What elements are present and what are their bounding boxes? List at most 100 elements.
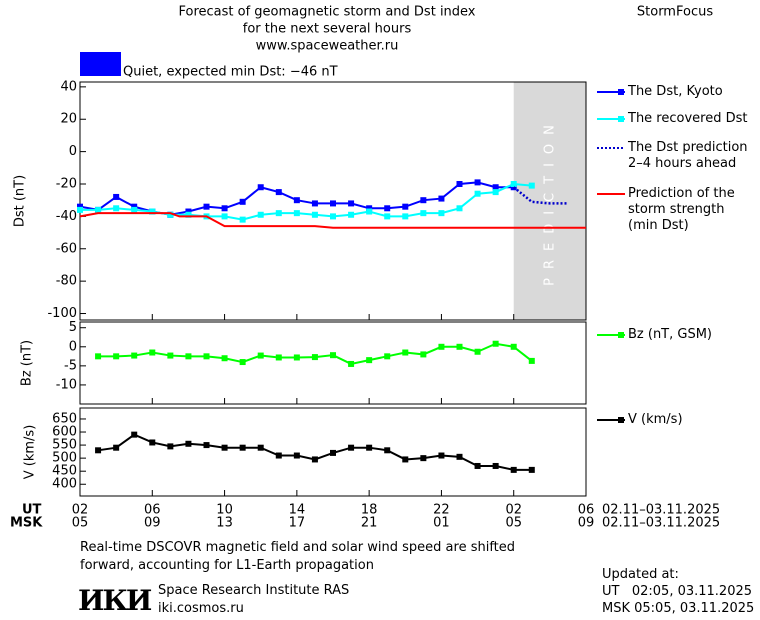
marker	[131, 206, 138, 213]
marker	[131, 352, 138, 359]
marker	[311, 211, 318, 218]
prediction-label: PREDICTION	[542, 116, 557, 286]
panel-frame	[79, 81, 587, 321]
marker	[221, 213, 228, 220]
marker	[474, 190, 481, 197]
x-tick-label-msk: 05	[72, 516, 89, 531]
y-tick-label: 450	[52, 464, 77, 479]
marker	[420, 455, 427, 462]
legend-marker	[618, 89, 624, 95]
marker	[203, 442, 210, 449]
y-axis-title: Dst (nT)	[13, 175, 28, 227]
y-tick-label: -5	[64, 358, 77, 373]
x-tick-label: 06	[144, 503, 161, 518]
marker	[438, 343, 445, 350]
site: iki.cosmos.ru	[158, 601, 244, 616]
marker	[438, 195, 445, 202]
y-tick-label: -40	[56, 209, 77, 224]
marker	[311, 456, 318, 463]
legend-marker	[618, 116, 624, 122]
title-line: for the next several hours	[243, 22, 412, 37]
x-tick-label-msk: 05	[505, 516, 522, 531]
legend-label: Bz (nT, GSM)	[628, 327, 713, 342]
marker	[185, 211, 192, 218]
marker	[492, 189, 499, 196]
marker	[95, 353, 102, 360]
marker	[492, 184, 499, 191]
marker	[384, 353, 391, 360]
marker	[311, 200, 318, 207]
legend-label: The Dst prediction 2–4 hours ahead	[628, 140, 748, 171]
marker	[402, 213, 409, 220]
marker	[330, 352, 336, 359]
marker	[510, 343, 517, 350]
y-tick-label: 550	[52, 438, 77, 453]
ut-range: 02.11–03.11.2025	[602, 503, 720, 518]
marker	[203, 203, 210, 210]
marker	[293, 197, 300, 204]
marker	[293, 210, 300, 217]
marker	[203, 353, 210, 360]
series-line	[80, 182, 532, 221]
y-tick-label: 400	[52, 477, 77, 492]
logo: ИКИ	[78, 584, 152, 617]
marker	[221, 205, 228, 212]
marker	[239, 359, 246, 366]
marker	[402, 456, 409, 463]
marker	[492, 462, 499, 469]
msk-range: 02.11–03.11.2025	[602, 516, 720, 531]
x-tick-label: 22	[433, 503, 450, 518]
marker	[185, 353, 192, 360]
legend-label: V (km/s)	[628, 412, 683, 427]
y-tick-label: 5	[69, 320, 77, 335]
marker	[402, 349, 409, 356]
marker	[311, 354, 318, 361]
marker	[438, 452, 445, 459]
y-tick-label: 600	[52, 425, 77, 440]
x-tick-label: 14	[289, 503, 306, 518]
marker	[474, 348, 481, 355]
panel-frame	[79, 407, 587, 497]
marker	[113, 444, 120, 451]
marker	[257, 184, 264, 191]
marker	[384, 213, 391, 220]
y-tick-label: -100	[47, 306, 77, 321]
marker	[510, 181, 517, 187]
marker	[239, 444, 246, 451]
marker	[149, 349, 156, 356]
marker	[239, 198, 246, 205]
prediction-region	[513, 82, 586, 320]
institute: Space Research Institute RAS	[158, 583, 350, 598]
marker	[275, 189, 282, 196]
series-line	[97, 433, 532, 471]
marker	[167, 211, 174, 218]
footer-note: Real-time DSCOVR magnetic field and sola…	[80, 540, 516, 573]
y-tick-label: -60	[56, 241, 77, 256]
series-line	[98, 342, 533, 366]
panel-frame	[79, 321, 587, 405]
marker	[384, 447, 391, 454]
marker	[384, 205, 391, 212]
marker	[420, 197, 427, 204]
marker	[275, 452, 282, 459]
marker	[131, 203, 138, 210]
marker	[113, 193, 120, 200]
ut-label: UT	[22, 503, 42, 518]
x-tick-label-msk: 09	[578, 516, 595, 531]
y-tick-label: -80	[56, 274, 77, 289]
marker	[456, 181, 463, 187]
marker	[185, 208, 192, 215]
marker	[366, 208, 373, 215]
marker	[492, 340, 499, 347]
marker	[420, 210, 427, 217]
series-line	[512, 186, 568, 205]
y-tick-label: 40	[60, 79, 77, 94]
marker	[366, 357, 373, 364]
marker	[456, 453, 463, 460]
marker	[113, 353, 120, 360]
marker	[275, 354, 282, 361]
marker	[221, 444, 228, 451]
x-tick-label-msk: 01	[433, 516, 450, 531]
marker	[402, 203, 409, 210]
marker	[420, 351, 427, 358]
